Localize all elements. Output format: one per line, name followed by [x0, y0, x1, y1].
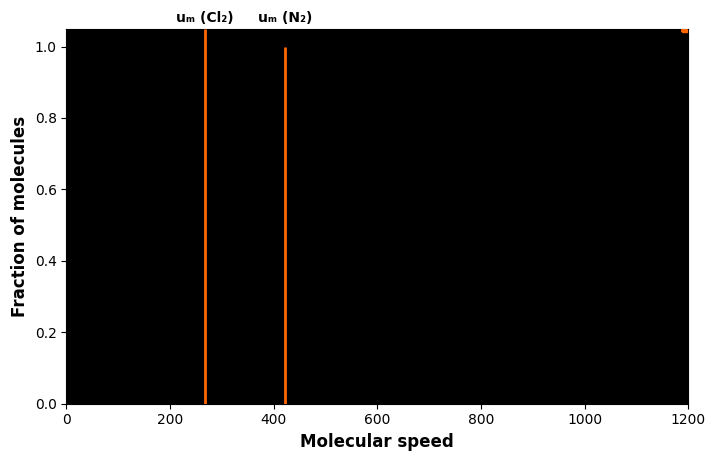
Text: uₘ (N₂): uₘ (N₂)	[258, 11, 313, 25]
X-axis label: Molecular speed: Molecular speed	[300, 433, 455, 451]
Y-axis label: Fraction of molecules: Fraction of molecules	[11, 116, 29, 317]
Text: uₘ (Cl₂): uₘ (Cl₂)	[176, 11, 234, 25]
Legend: 	[681, 30, 688, 32]
Text: N₂: N₂	[660, 304, 676, 316]
